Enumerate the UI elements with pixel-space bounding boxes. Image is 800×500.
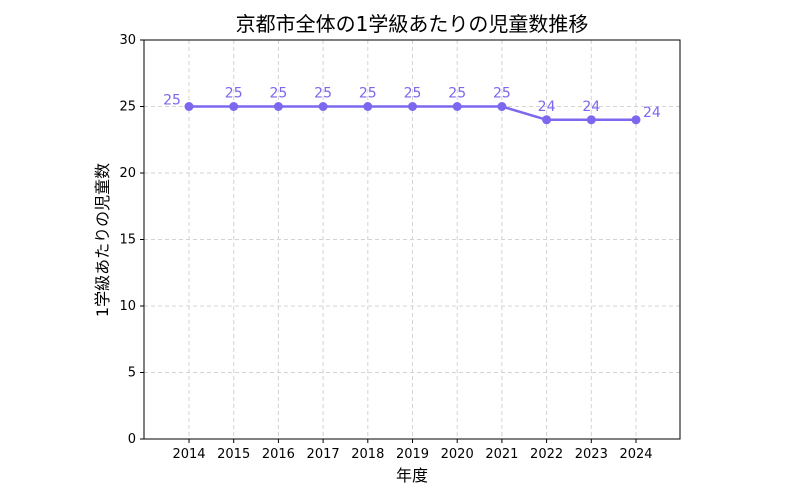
data-point [542, 115, 552, 125]
y-axis-label: 1学級あたりの児童数 [93, 163, 112, 317]
x-tick-label: 2019 [396, 447, 429, 462]
y-tick-label: 25 [119, 100, 136, 115]
x-tick-label: 2024 [619, 447, 652, 462]
data-label: 25 [163, 93, 181, 109]
data-label: 25 [314, 86, 332, 102]
data-label: 25 [269, 86, 287, 102]
x-tick-label: 2016 [262, 447, 295, 462]
series [184, 102, 641, 125]
axes: 2014 2015 2016 2017 2018 2019 2020 2021 2022 2023… [119, 33, 652, 462]
x-axis-label: 年度 [396, 466, 428, 485]
x-tick-label: 2017 [307, 447, 340, 462]
data-label: 25 [359, 86, 377, 102]
y-tick-label: 20 [119, 166, 136, 181]
y-tick-label: 10 [119, 299, 136, 314]
data-label: 25 [225, 86, 243, 102]
x-tick-label: 2015 [217, 447, 250, 462]
data-point [408, 102, 417, 111]
y-tick-label: 0 [128, 432, 136, 447]
y-tick-label: 30 [119, 33, 136, 48]
x-tick-label: 2014 [172, 447, 205, 462]
data-label: 25 [493, 86, 511, 102]
data-point [318, 102, 328, 111]
data-point [452, 102, 462, 111]
data-label: 25 [448, 86, 466, 102]
data-point [363, 102, 373, 111]
x-tick-label: 2021 [485, 447, 518, 462]
data-point [184, 102, 194, 111]
x-tick-label: 2020 [441, 447, 474, 462]
x-tick-label: 2018 [351, 447, 384, 462]
data-point [631, 115, 641, 125]
data-labels: 25 25 25 25 25 25 25 25 24 24 24 [163, 86, 661, 121]
chart-title: 京都市全体の1学級あたりの児童数推移 [236, 12, 589, 36]
data-label: 24 [643, 105, 661, 121]
y-tick-label: 5 [128, 366, 136, 381]
x-tick-label: 2023 [575, 447, 608, 462]
data-point [497, 102, 507, 111]
data-label: 25 [404, 86, 422, 102]
y-tick-label: 15 [119, 233, 136, 248]
data-point [229, 102, 239, 111]
data-label: 24 [538, 99, 556, 115]
data-point [273, 102, 283, 111]
data-label: 24 [582, 99, 600, 115]
x-tick-label: 2022 [530, 447, 563, 462]
data-point [586, 115, 596, 125]
